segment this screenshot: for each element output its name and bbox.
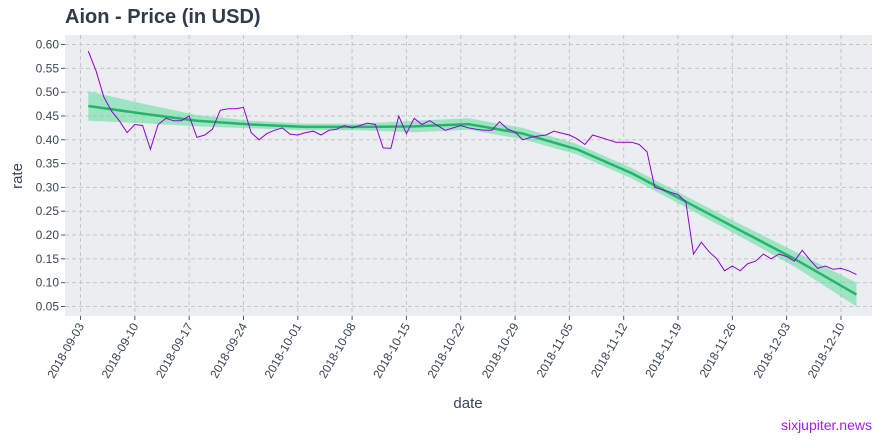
x-tick-label: 2018-12-10 (805, 320, 848, 380)
y-tick-label: 0.20 (36, 228, 60, 242)
y-tick-label: 0.35 (36, 157, 60, 171)
y-tick-label: 0.50 (36, 85, 60, 99)
grid-lines (65, 35, 872, 316)
y-tick-label: 0.25 (36, 204, 60, 218)
plot-panel (65, 35, 872, 316)
y-tick-label: 0.60 (36, 38, 60, 52)
y-tick-label: 0.40 (36, 133, 60, 147)
x-axis: 2018-09-03 2018-09-10 2018-09-17 2018-09-24… (44, 316, 848, 381)
price-line (87, 51, 857, 276)
y-tick-label: 0.55 (36, 61, 60, 75)
x-tick-label: 2018-09-24 (207, 320, 250, 380)
x-tick-label: 2018-11-26 (697, 320, 740, 380)
x-tick-label: 2018-09-03 (44, 320, 87, 380)
y-tick-label: 0.05 (36, 299, 60, 313)
x-tick-label: 2018-11-19 (642, 320, 685, 380)
x-tick-label: 2018-10-29 (479, 320, 522, 380)
x-tick-label: 2018-11-05 (534, 320, 577, 380)
y-tick-label: 0.30 (36, 180, 60, 194)
y-axis-title: rate (9, 163, 26, 189)
watermark: sixjupiter.news (780, 417, 872, 433)
x-tick-label: 2018-10-08 (316, 320, 359, 380)
y-tick-label: 0.10 (36, 276, 60, 290)
x-tick-label: 2018-10-01 (262, 320, 305, 380)
y-tick-label: 0.15 (36, 252, 60, 266)
x-tick-label: 2018-09-17 (153, 320, 196, 380)
x-tick-label: 2018-10-15 (370, 320, 413, 380)
x-tick-label: 2018-10-22 (425, 320, 468, 380)
x-axis-title: date (453, 395, 482, 412)
x-tick-label: 2018-09-10 (99, 320, 142, 380)
chart-title: Aion - Price (in USD) (65, 6, 261, 28)
trend-confidence-band (88, 91, 857, 307)
x-tick-label: 2018-11-12 (588, 320, 631, 380)
y-tick-label: 0.45 (36, 109, 60, 123)
y-axis: 0.05 0.10 0.15 0.20 0.25 0.30 0.35 0.40 0.45 0.50… (36, 38, 65, 313)
x-tick-label: 2018-12-03 (750, 320, 793, 380)
